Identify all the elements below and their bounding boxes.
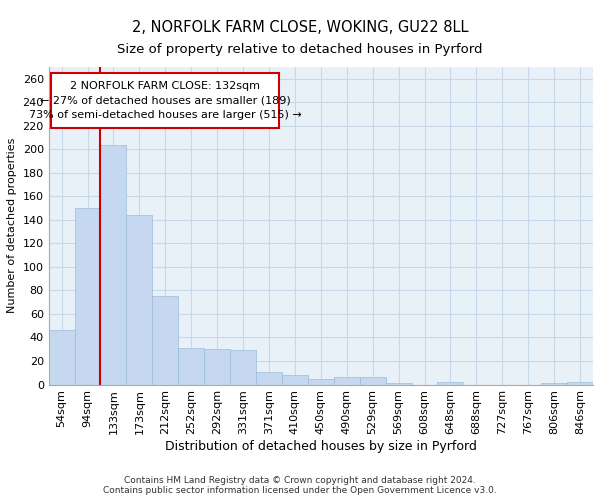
Text: Contains public sector information licensed under the Open Government Licence v3: Contains public sector information licen… <box>103 486 497 495</box>
Bar <box>127 215 152 384</box>
Bar <box>282 375 308 384</box>
Bar <box>567 382 593 384</box>
Bar <box>178 348 204 385</box>
FancyBboxPatch shape <box>51 73 280 128</box>
Bar <box>230 350 256 384</box>
Bar <box>437 382 463 384</box>
Bar <box>152 296 178 384</box>
Bar <box>100 144 127 384</box>
Bar <box>204 349 230 384</box>
Y-axis label: Number of detached properties: Number of detached properties <box>7 138 17 314</box>
Bar <box>308 378 334 384</box>
Bar <box>334 378 360 384</box>
Bar <box>49 330 74 384</box>
Bar <box>256 372 282 384</box>
Bar <box>74 208 100 384</box>
Bar <box>360 378 386 384</box>
Text: 2 NORFOLK FARM CLOSE: 132sqm
← 27% of detached houses are smaller (189)
73% of s: 2 NORFOLK FARM CLOSE: 132sqm ← 27% of de… <box>29 80 302 120</box>
Text: Contains HM Land Registry data © Crown copyright and database right 2024.: Contains HM Land Registry data © Crown c… <box>124 476 476 485</box>
X-axis label: Distribution of detached houses by size in Pyrford: Distribution of detached houses by size … <box>165 440 477 453</box>
Text: Size of property relative to detached houses in Pyrford: Size of property relative to detached ho… <box>117 42 483 56</box>
Text: 2, NORFOLK FARM CLOSE, WOKING, GU22 8LL: 2, NORFOLK FARM CLOSE, WOKING, GU22 8LL <box>132 20 468 35</box>
